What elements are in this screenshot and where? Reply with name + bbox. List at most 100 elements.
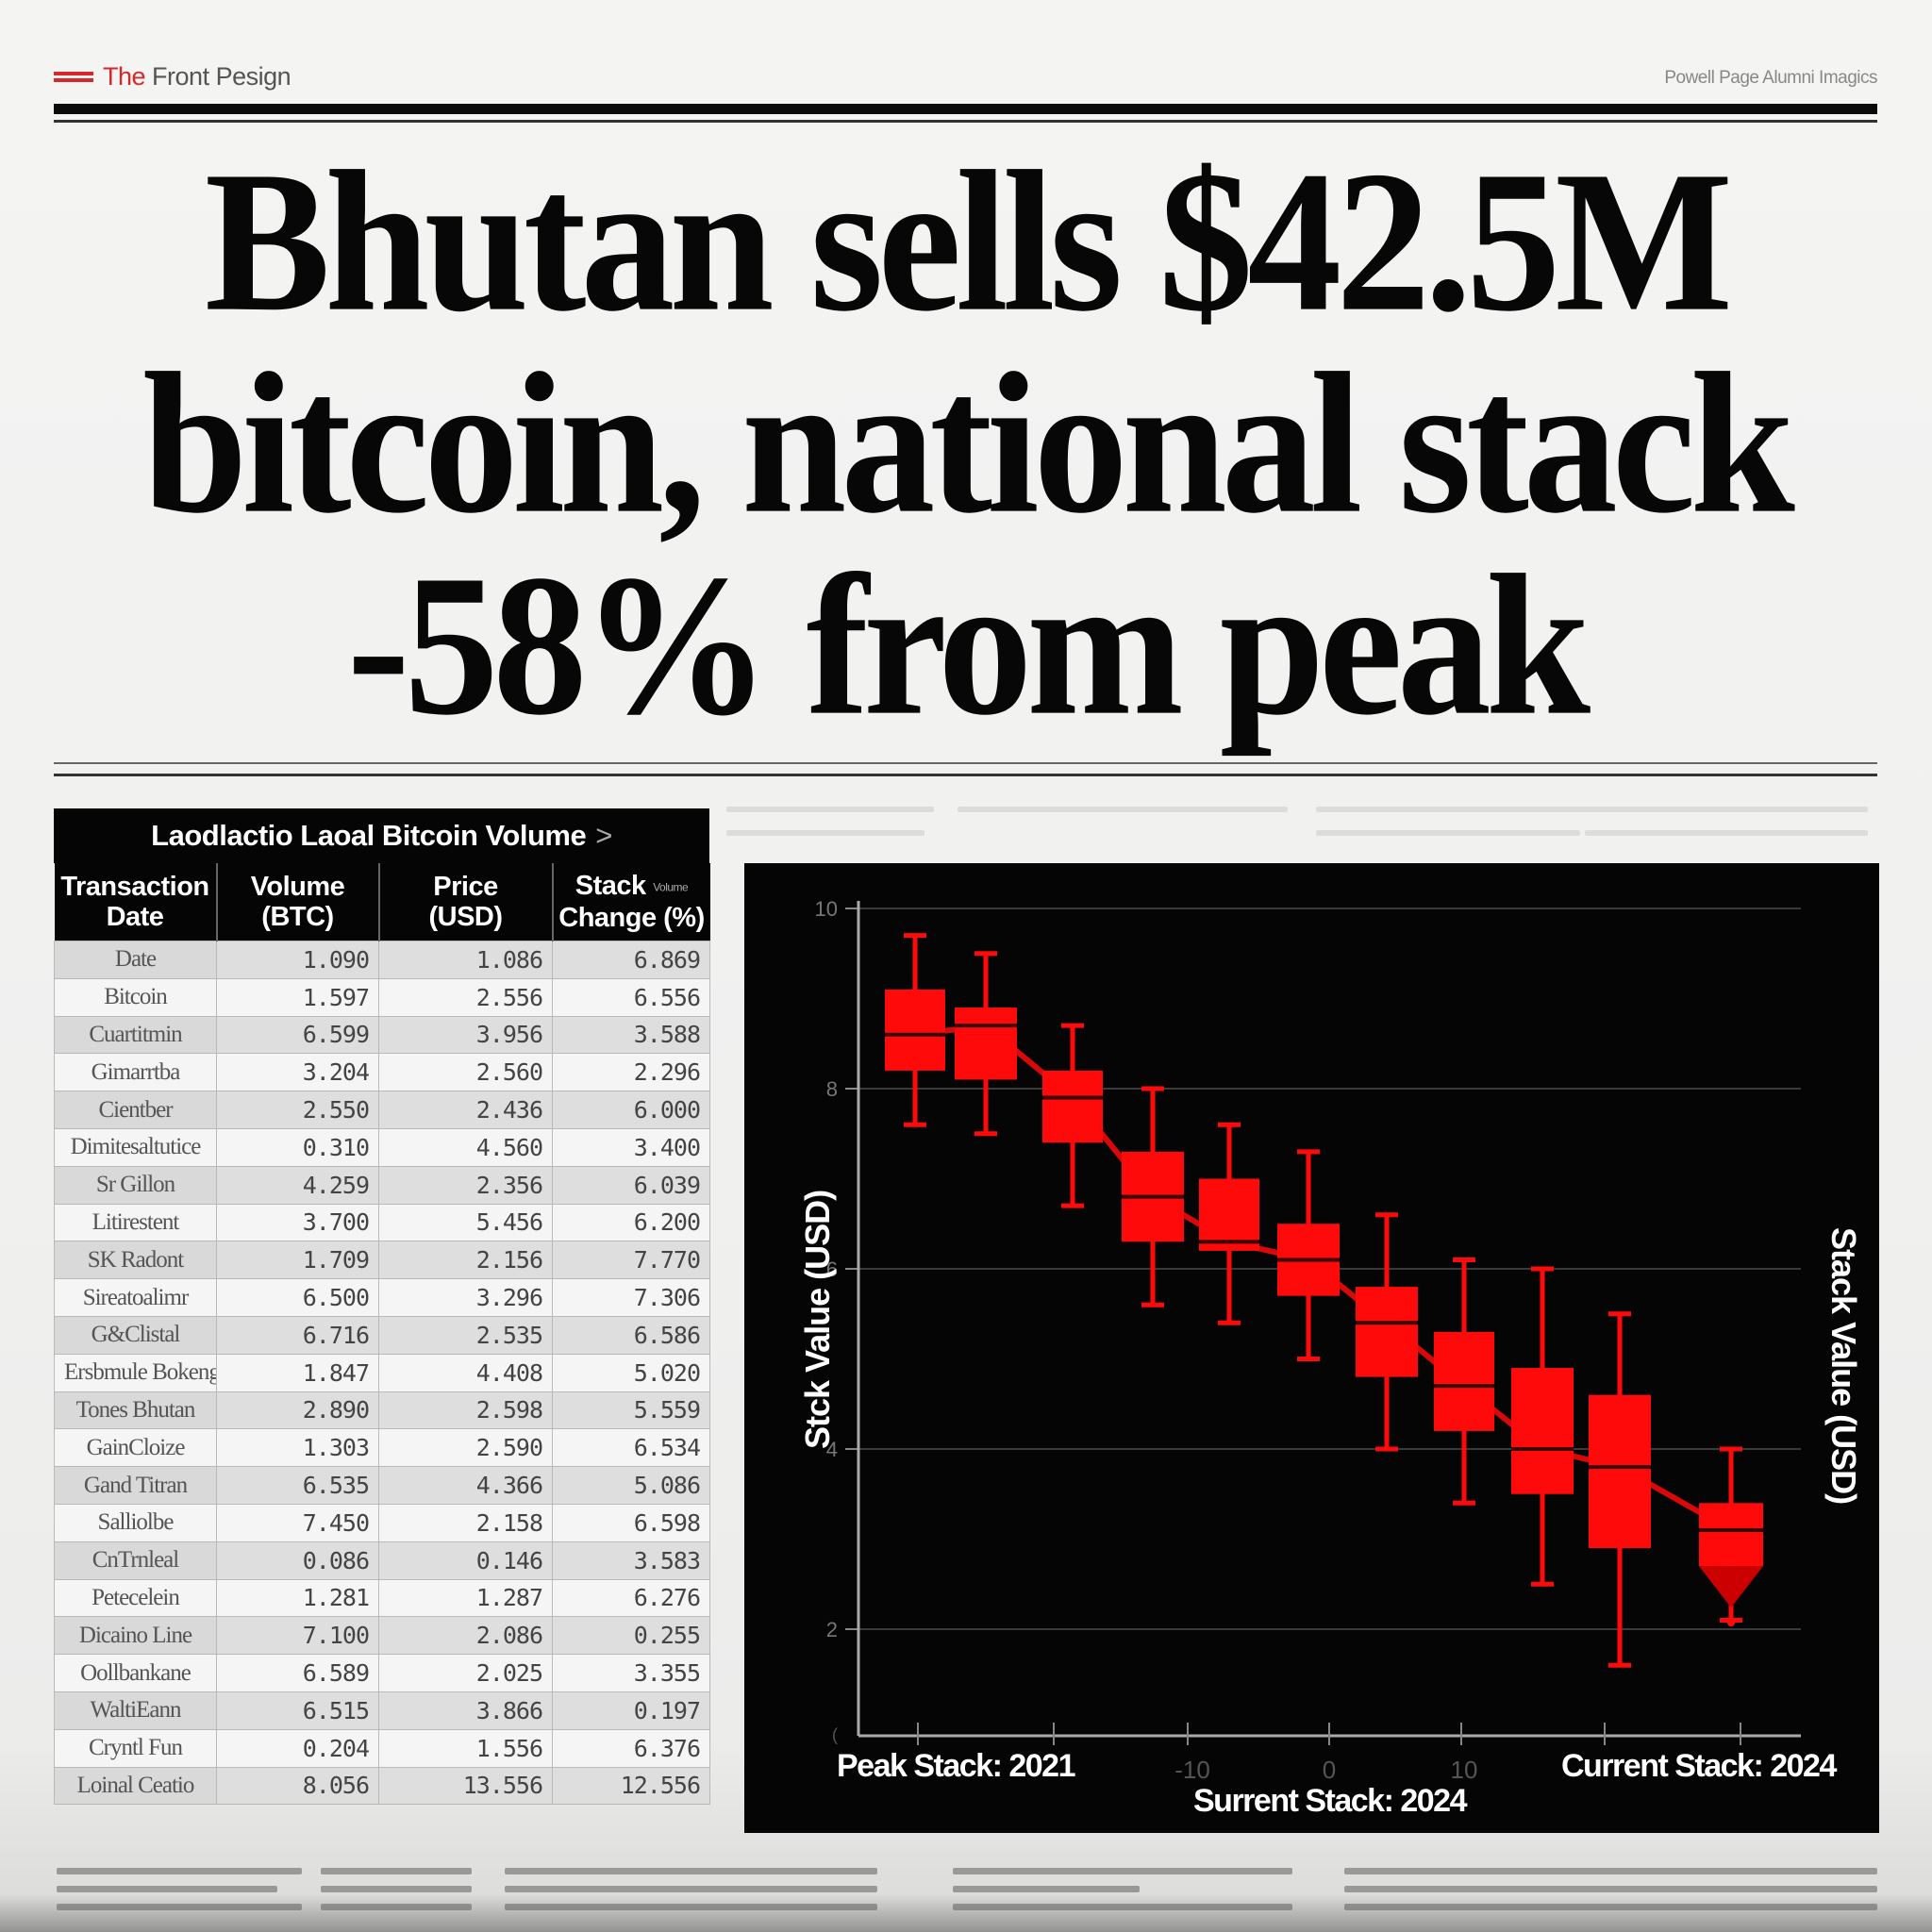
- cell-label: Salliolbe: [54, 1503, 217, 1542]
- masthead: The Front Pesign Powell Page Alumni Imag…: [54, 60, 1877, 98]
- table-row[interactable]: Dimitesaltutice 0.310 4.560 3.400: [54, 1127, 710, 1167]
- cell-label: G&Clistal: [54, 1315, 217, 1355]
- table-row[interactable]: Sireatoalimr 6.500 3.296 7.306: [54, 1278, 710, 1317]
- cell-label: Petecelein: [54, 1578, 217, 1618]
- cell-price: 2.156: [378, 1241, 553, 1280]
- cell-price: 13.556: [378, 1766, 553, 1806]
- cell-label: WaltiEann: [54, 1690, 217, 1730]
- cell-price: 2.590: [378, 1428, 553, 1468]
- table-row[interactable]: Bitcoin 1.597 2.556 6.556: [54, 977, 710, 1017]
- table-row[interactable]: Salliolbe 7.450 2.158 6.598: [54, 1503, 710, 1542]
- column-header-price[interactable]: Price (USD): [377, 863, 553, 941]
- cell-price: 1.086: [378, 941, 553, 979]
- cell-label: Dimitesaltutice: [54, 1127, 217, 1167]
- headline-line-3: -58% from peak: [346, 534, 1591, 758]
- table-caption: Laodlactio Laoal Bitcoin Volume >: [54, 808, 709, 863]
- ghost-text: [1585, 830, 1868, 836]
- table-row[interactable]: CnTrnleal 0.086 0.146 3.583: [54, 1541, 710, 1580]
- y-axis-label-left: Stck Value (USD): [798, 1190, 837, 1449]
- ghost-text: [726, 830, 924, 836]
- box: [1199, 1178, 1259, 1251]
- cell-change: 6.000: [552, 1091, 710, 1129]
- y-tick-label: 2: [826, 1618, 838, 1641]
- cell-label: Bitcoin: [54, 977, 217, 1017]
- table-row[interactable]: SK Radont 1.709 2.156 7.770: [54, 1241, 710, 1280]
- masthead-rule-thin: [54, 120, 1877, 123]
- y-tick-label: 8: [826, 1077, 838, 1101]
- table-row[interactable]: GainCloize 1.303 2.590 6.534: [54, 1428, 710, 1468]
- table-row[interactable]: Cuartitmin 6.599 3.956 3.588: [54, 1015, 710, 1055]
- masthead-rule-thick: [54, 104, 1877, 114]
- table-row[interactable]: Dicaino Line 7.100 2.086 0.255: [54, 1616, 710, 1656]
- box: [885, 989, 945, 1071]
- cell-change: 6.376: [552, 1728, 710, 1768]
- stack-value-box-chart: 10 8 6 4 2 (-10 0 10 Stck Value (USD) Stack Val…: [744, 863, 1879, 1833]
- cell-price: 2.086: [378, 1616, 553, 1656]
- y-tick-label: 6: [826, 1257, 838, 1281]
- cell-price: 4.408: [378, 1353, 553, 1392]
- table-row[interactable]: Ersbmule Bokeng 1.847 4.408 5.020: [54, 1353, 710, 1392]
- cell-price: 2.158: [378, 1503, 553, 1542]
- cell-price: 5.456: [378, 1203, 553, 1242]
- cell-volume: 7.100: [216, 1616, 379, 1656]
- x-label-center: Surrent Stack: 2024: [1193, 1783, 1468, 1819]
- cell-volume: 1.847: [216, 1353, 379, 1392]
- cell-volume: 2.550: [216, 1091, 379, 1129]
- table-caption-text: Laodlactio Laoal Bitcoin Volume: [151, 819, 587, 852]
- table-row[interactable]: Loinal Ceatio 8.056 13.556 12.556: [54, 1766, 710, 1806]
- table-row[interactable]: Oollbankane 6.589 2.025 3.355: [54, 1654, 710, 1692]
- cell-label: Ersbmule Bokeng: [54, 1353, 217, 1392]
- title-prefix: The: [103, 62, 146, 91]
- chevron-right-icon[interactable]: >: [595, 819, 612, 852]
- column-header-date[interactable]: Transaction Date: [54, 863, 217, 941]
- cell-label: Cuartitmin: [54, 1015, 217, 1055]
- cell-price: 3.956: [378, 1015, 553, 1055]
- cell-change: 12.556: [552, 1766, 710, 1806]
- table-row[interactable]: Date 1.090 1.086 6.869: [54, 941, 710, 979]
- column-header-change[interactable]: Stack Volume Change (%): [551, 863, 710, 941]
- cell-volume: 6.716: [216, 1315, 379, 1355]
- cell-volume: 4.259: [216, 1165, 379, 1205]
- box: [1589, 1394, 1651, 1549]
- cell-volume: 6.535: [216, 1466, 379, 1505]
- outlier-point: [1727, 1619, 1735, 1627]
- table-row[interactable]: WaltiEann 6.515 3.866 0.197: [54, 1690, 710, 1730]
- table-row[interactable]: Cientber 2.550 2.436 6.000: [54, 1091, 710, 1129]
- table-row[interactable]: Gand Titran 6.535 4.366 5.086: [54, 1466, 710, 1505]
- table-row[interactable]: Sr Gillon 4.259 2.356 6.039: [54, 1165, 710, 1205]
- chart-plot-area: 10 8 6 4 2 (-10 0 10: [815, 897, 1801, 1784]
- cell-volume: 2.890: [216, 1391, 379, 1430]
- box: [1511, 1368, 1574, 1494]
- cell-change: 6.869: [552, 941, 710, 979]
- cell-volume: 7.450: [216, 1503, 379, 1542]
- cell-volume: 1.709: [216, 1241, 379, 1280]
- y-tick-label: (: [832, 1725, 838, 1744]
- cell-label: Tones Bhutan: [54, 1391, 217, 1430]
- cell-change: 5.086: [552, 1466, 710, 1505]
- cell-price: 3.866: [378, 1690, 553, 1730]
- cell-price: 2.560: [378, 1053, 553, 1092]
- cell-label: CnTrnleal: [54, 1541, 217, 1580]
- ghost-text: [1316, 807, 1599, 812]
- cell-change: 3.400: [552, 1127, 710, 1167]
- cell-volume: 0.086: [216, 1541, 379, 1580]
- cell-price: 2.535: [378, 1315, 553, 1355]
- cell-volume: 1.597: [216, 977, 379, 1017]
- table-row[interactable]: Cryntl Fun 0.204 1.556 6.376: [54, 1728, 710, 1768]
- table-row[interactable]: G&Clistal 6.716 2.535 6.586: [54, 1315, 710, 1355]
- table-row[interactable]: Litirestent 3.700 5.456 6.200: [54, 1203, 710, 1242]
- table-row[interactable]: Gimarrtba 3.204 2.560 2.296: [54, 1053, 710, 1092]
- table-row[interactable]: Petecelein 1.281 1.287 6.276: [54, 1578, 710, 1618]
- table-header-row: Transaction Date Volume (BTC) Price (USD) S…: [54, 863, 710, 941]
- table-row[interactable]: Tones Bhutan 2.890 2.598 5.559: [54, 1391, 710, 1430]
- cell-change: 3.588: [552, 1015, 710, 1055]
- x-label-peak: Peak Stack: 2021: [837, 1748, 1075, 1784]
- cell-change: 5.559: [552, 1391, 710, 1430]
- bitcoin-volume-table: Laodlactio Laoal Bitcoin Volume > Transac…: [54, 808, 710, 1806]
- cell-change: 6.534: [552, 1428, 710, 1468]
- column-header-volume[interactable]: Volume (BTC): [215, 863, 379, 941]
- cell-price: 2.598: [378, 1391, 553, 1430]
- cell-price: 2.025: [378, 1654, 553, 1692]
- cell-price: 4.560: [378, 1127, 553, 1167]
- x-tick-label: -10: [1174, 1756, 1210, 1784]
